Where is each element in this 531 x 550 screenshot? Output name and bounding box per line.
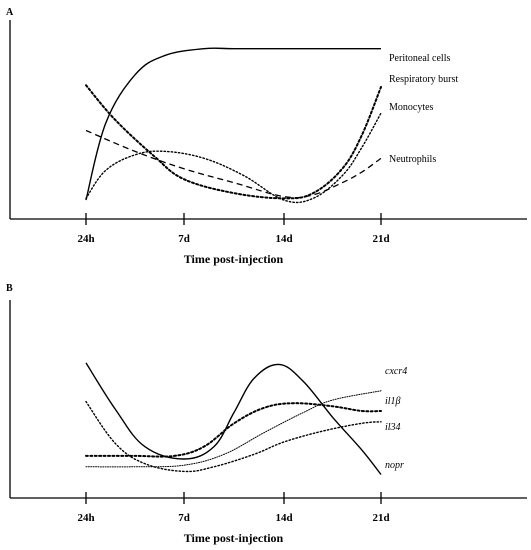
- x-axis-title: Time post-injection: [184, 531, 284, 545]
- series-label-il34: il34: [385, 422, 401, 433]
- panel-label: B: [6, 283, 13, 294]
- series-line-cxcr4: [85, 390, 382, 468]
- series-label-respiratory-burst: Respiratory burst: [389, 74, 458, 85]
- series-line-nopr: [85, 362, 382, 475]
- x-tick-label: 14d: [275, 512, 292, 524]
- series-line-peritoneal-cells: [85, 47, 381, 201]
- panel-a: A 24h 7d 14d 21d Time post-injection Peritonea…: [6, 7, 527, 266]
- series-label-il1-: il1β: [385, 396, 401, 407]
- x-tick-label: 21d: [372, 512, 389, 524]
- x-tick-label: 7d: [178, 512, 190, 524]
- series-line-il1-: [85, 402, 382, 458]
- series-line-monocytes: [85, 112, 382, 204]
- x-tick-label: 24h: [77, 233, 94, 245]
- series-label-peritoneal-cells: Peritoneal cells: [389, 53, 450, 64]
- x-tick-label: 7d: [178, 233, 190, 245]
- series-label-nopr: nopr: [385, 460, 404, 471]
- x-axis-title: Time post-injection: [184, 252, 284, 266]
- x-tick-label: 24h: [77, 512, 94, 524]
- series-label-monocytes: Monocytes: [389, 102, 434, 113]
- panel-b: B 24h 7d 14d 21d Time post-injection cxcr4 il1β…: [6, 283, 527, 545]
- series-label-cxcr4: cxcr4: [385, 366, 407, 377]
- series-label-neutrophils: Neutrophils: [389, 154, 436, 165]
- series-line-il34: [85, 400, 382, 473]
- x-tick-label: 14d: [275, 233, 292, 245]
- panel-label: A: [6, 7, 14, 18]
- series-line-respiratory-burst: [85, 84, 382, 200]
- x-tick-label: 21d: [372, 233, 389, 245]
- series-line-neutrophils: [85, 129, 382, 199]
